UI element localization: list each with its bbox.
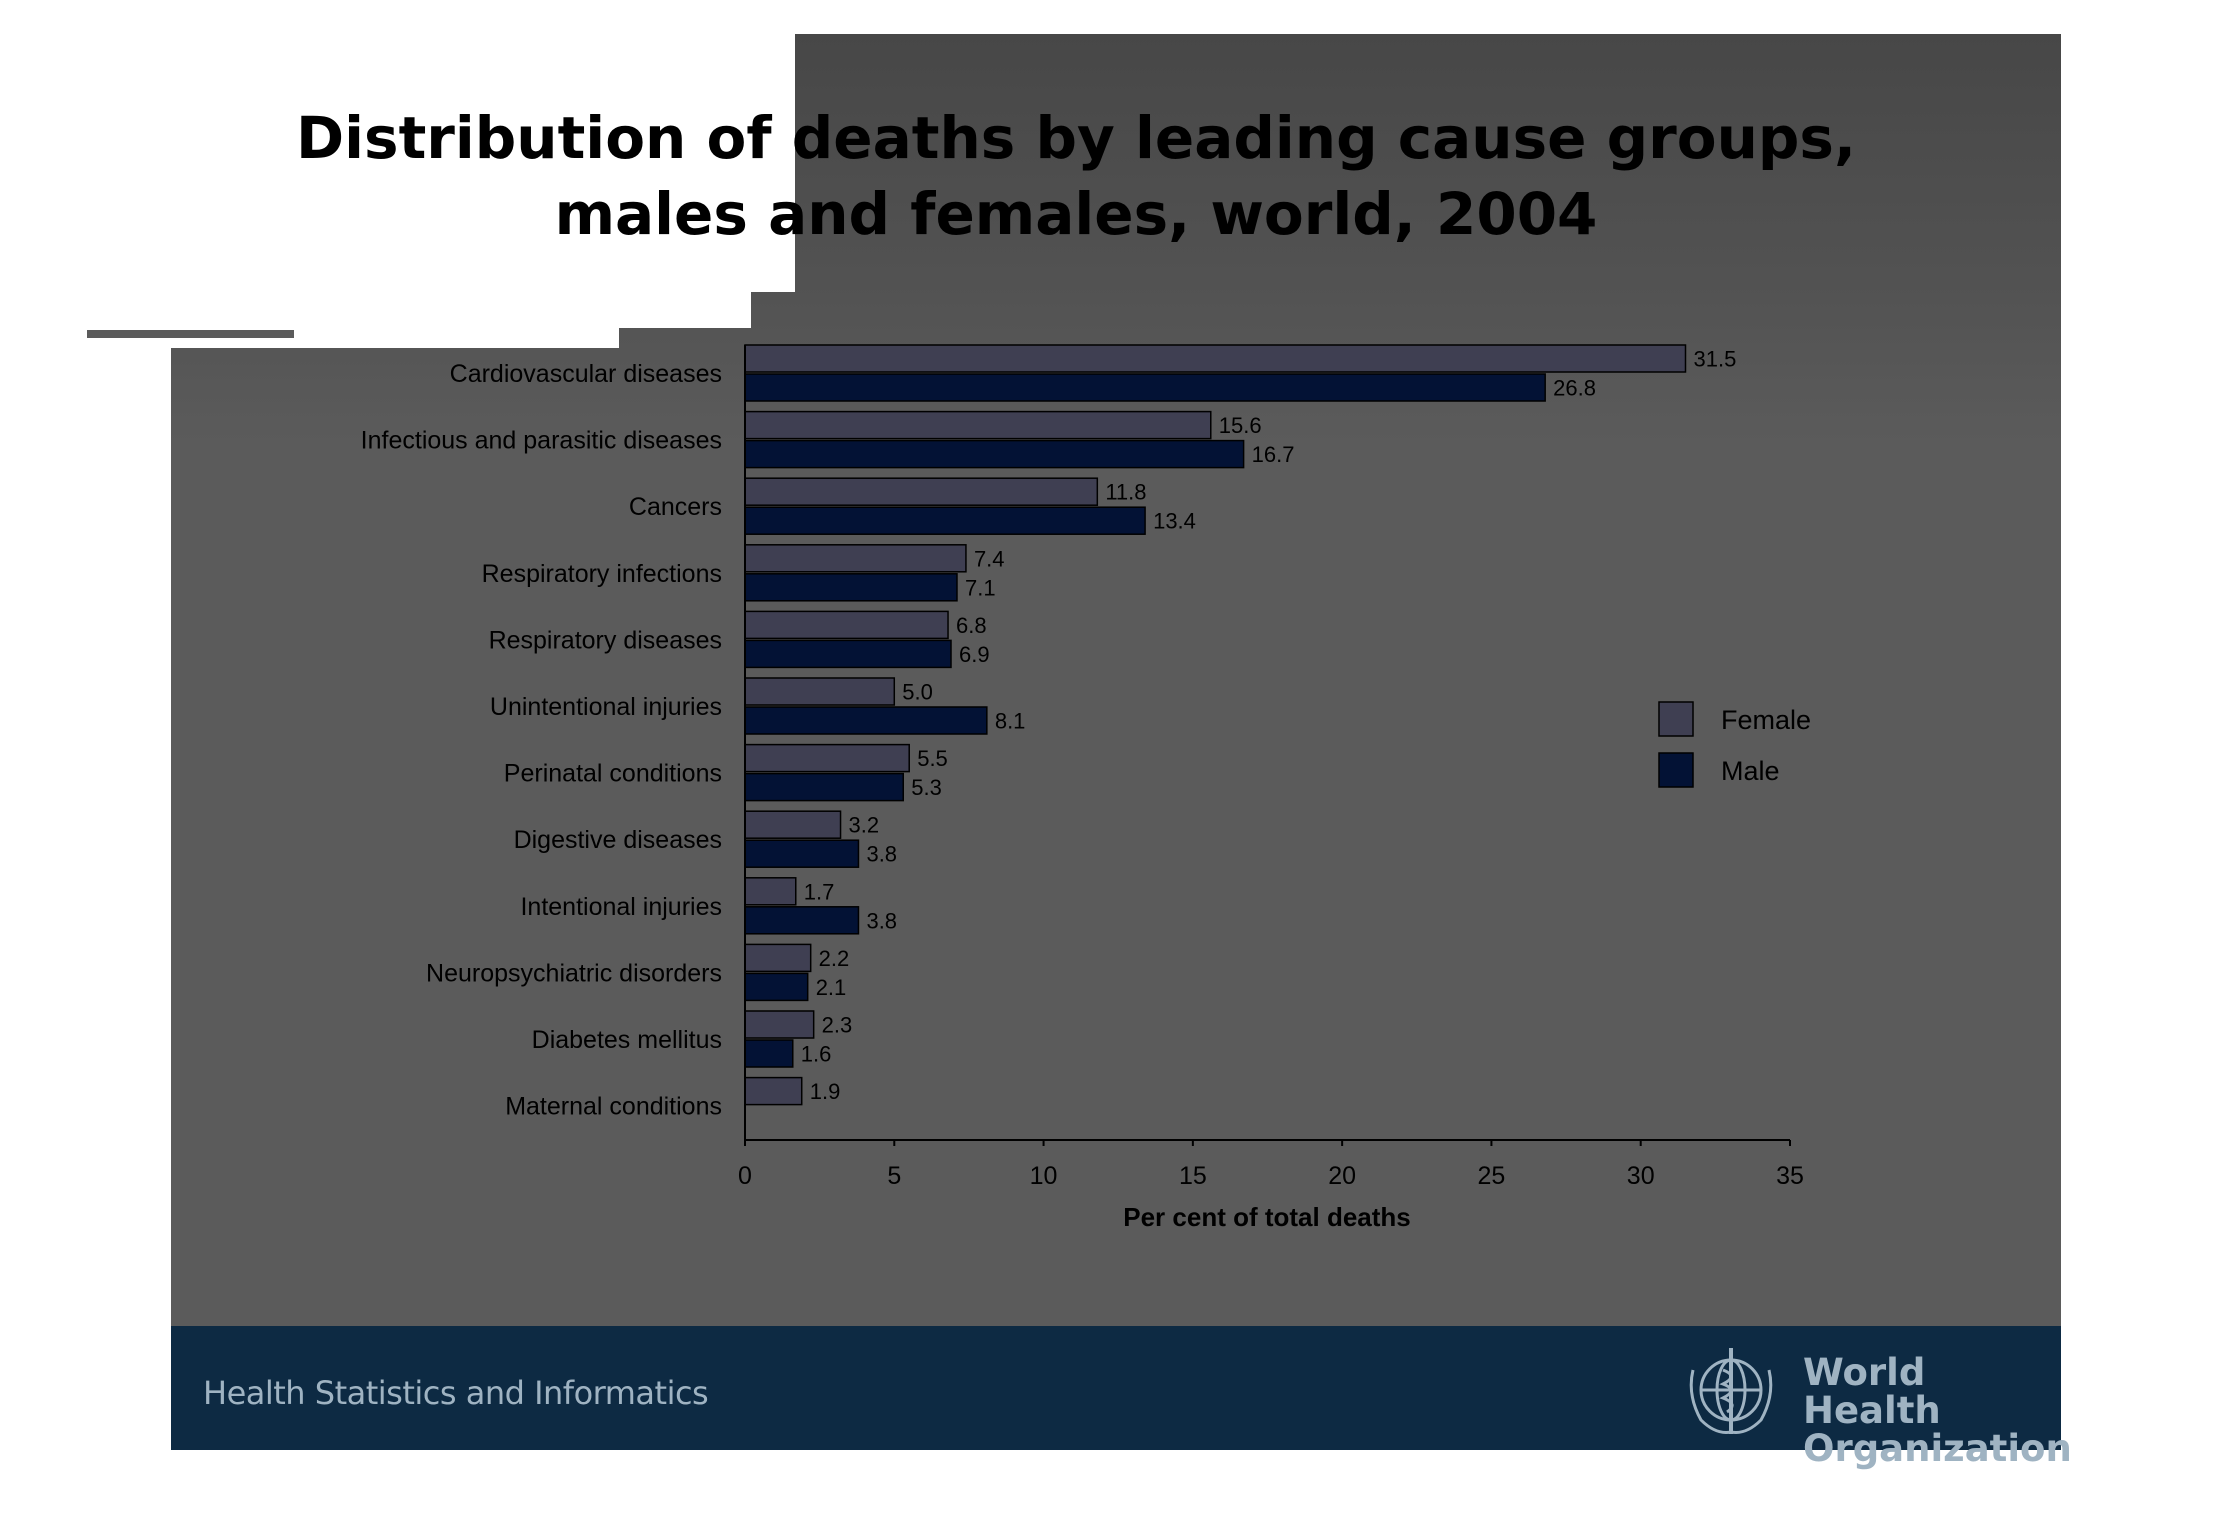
slide-background xyxy=(171,34,2061,1450)
bar-male xyxy=(744,772,904,802)
value-label-male: 6.9 xyxy=(959,642,990,667)
value-label-male: 3.8 xyxy=(866,908,897,933)
legend-label-male: Male xyxy=(1721,756,1780,786)
value-label-female: 31.5 xyxy=(1694,347,1737,372)
value-label-male: 1.6 xyxy=(801,1042,832,1067)
bar-female xyxy=(744,344,1687,373)
value-label-male: 5.3 xyxy=(911,775,942,800)
footer-text: Health Statistics and Informatics xyxy=(203,1374,709,1412)
bar-female xyxy=(744,743,910,773)
x-tick-label: 20 xyxy=(1328,1162,1356,1190)
bar-male xyxy=(744,706,988,735)
value-label-male: 16.7 xyxy=(1252,442,1295,467)
bar-male xyxy=(744,373,1546,402)
chart-bars xyxy=(744,344,1687,1106)
value-label-male: 8.1 xyxy=(995,709,1026,734)
x-tick-label: 15 xyxy=(1179,1162,1207,1190)
bar-chart: Cardiovascular diseases Infectious and pa… xyxy=(361,344,1811,1232)
bar-female xyxy=(744,1076,803,1106)
bar-female xyxy=(744,410,1212,440)
bar-female xyxy=(744,610,949,640)
value-label-female: 5.0 xyxy=(902,680,933,705)
category-label: Cancers xyxy=(629,493,722,521)
x-tick-labels: 0 5 10 15 20 25 30 35 xyxy=(738,1140,1804,1190)
bar-female xyxy=(744,1010,815,1039)
x-axis-title: Per cent of total deaths xyxy=(1123,1202,1411,1232)
value-label-male: 7.1 xyxy=(965,575,996,600)
bar-male xyxy=(744,506,1146,535)
value-label-female: 11.8 xyxy=(1105,480,1146,505)
x-tick-label: 25 xyxy=(1478,1162,1506,1190)
category-label: Infectious and parasitic diseases xyxy=(361,427,722,455)
x-tick-label: 35 xyxy=(1776,1162,1804,1190)
legend-swatch-female xyxy=(1658,701,1694,737)
value-label-female: 15.6 xyxy=(1219,413,1262,438)
organization-name: World Health Organization xyxy=(1803,1351,2072,1470)
category-label: Perinatal conditions xyxy=(504,760,722,788)
category-label: Respiratory infections xyxy=(482,560,722,588)
category-label: Intentional injuries xyxy=(520,893,722,921)
category-label: Digestive diseases xyxy=(514,826,722,854)
bar-female xyxy=(744,877,797,906)
bar-female xyxy=(744,477,1099,506)
category-labels: Cardiovascular diseases Infectious and pa… xyxy=(361,360,722,1121)
bar-female xyxy=(744,943,812,973)
bar-male xyxy=(744,1039,794,1068)
category-label: Diabetes mellitus xyxy=(532,1026,722,1054)
legend: Female Male xyxy=(1658,701,1811,788)
category-label: Respiratory diseases xyxy=(489,626,722,654)
category-label: Neuropsychiatric disorders xyxy=(426,959,722,987)
x-tick-label: 10 xyxy=(1030,1162,1058,1190)
bar-male xyxy=(744,906,860,935)
value-label-female: 2.2 xyxy=(819,946,850,971)
white-overlay-patch xyxy=(0,290,751,328)
value-label-male: 2.1 xyxy=(816,975,847,1000)
bar-male xyxy=(744,839,860,868)
bar-female xyxy=(744,677,896,706)
bar-male xyxy=(744,573,958,602)
value-label-female: 3.2 xyxy=(849,813,880,838)
value-label-female: 1.9 xyxy=(810,1079,841,1104)
legend-swatch-male xyxy=(1658,752,1694,788)
x-tick-label: 0 xyxy=(738,1162,752,1190)
white-overlay-patch xyxy=(0,0,795,292)
value-labels: 31.5 26.8 15.6 16.7 11.8 13.4 7.4 7.1 6.8 6.9 5.0 8… xyxy=(801,347,1737,1105)
value-label-female: 6.8 xyxy=(956,613,987,638)
bar-male xyxy=(744,639,952,669)
slide-title: Distribution of deaths by leading cause … xyxy=(296,104,1856,248)
footer-bar: Health Statistics and Informatics World … xyxy=(171,1326,2072,1468)
legend-label-female: Female xyxy=(1721,705,1811,735)
bar-male xyxy=(744,972,809,1002)
value-label-female: 5.5 xyxy=(917,746,948,771)
x-tick-label: 5 xyxy=(887,1162,901,1190)
x-tick-label: 30 xyxy=(1627,1162,1655,1190)
category-label: Maternal conditions xyxy=(505,1093,722,1121)
value-label-male: 13.4 xyxy=(1153,509,1196,534)
bar-female xyxy=(744,544,967,573)
value-label-male: 3.8 xyxy=(866,842,897,867)
category-label: Cardiovascular diseases xyxy=(450,360,722,388)
value-label-male: 26.8 xyxy=(1553,376,1596,401)
bar-female xyxy=(744,810,842,839)
value-label-female: 1.7 xyxy=(804,879,835,904)
who-emblem-icon xyxy=(1689,1348,1773,1434)
value-label-female: 2.3 xyxy=(822,1013,853,1038)
value-label-female: 7.4 xyxy=(974,546,1005,571)
white-overlay-gap xyxy=(87,330,294,338)
bar-male xyxy=(744,439,1245,469)
category-label: Unintentional injuries xyxy=(490,693,722,721)
